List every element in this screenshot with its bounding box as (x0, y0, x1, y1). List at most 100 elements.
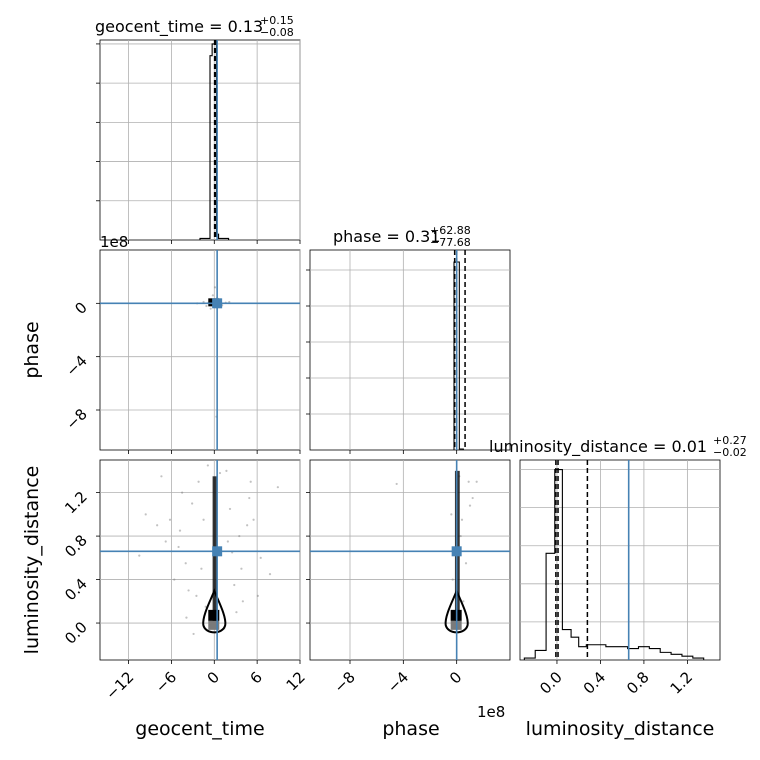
marks (199, 40, 230, 240)
panel-frame (309, 249, 511, 451)
sample-point (211, 294, 214, 297)
sample-point (191, 502, 194, 505)
sample-point (138, 554, 141, 557)
sample-point (268, 573, 272, 576)
tick-label: 0.8 (623, 668, 653, 698)
tick-label: 1.2 (61, 488, 91, 518)
panel-distance-vs-phase (306, 459, 511, 664)
tick-marks (96, 492, 301, 664)
sample-point (200, 567, 203, 570)
tick-label: −8 (330, 668, 358, 696)
x-axis-label-geocent-time: geocent_time (135, 718, 264, 740)
sample-point (241, 600, 244, 603)
gridlines (100, 40, 301, 240)
sample-point (204, 605, 207, 608)
sample-point (156, 524, 159, 527)
sample-point (205, 304, 208, 308)
sample-point (197, 480, 200, 483)
title-luminosity-distance: luminosity_distance = 0.01 (489, 437, 707, 457)
sample-point (187, 589, 190, 592)
sample-point (252, 518, 255, 521)
tick-label: 0.4 (580, 668, 610, 698)
sample-point (256, 594, 259, 597)
sample-point (475, 480, 478, 483)
marks (523, 460, 705, 660)
tick-marks (556, 660, 688, 664)
gridlines (520, 460, 720, 660)
title-luminosity-distance-sup: +0.27 (713, 434, 747, 447)
sample-point (248, 496, 251, 500)
density-peak-lower (208, 620, 220, 630)
title-geocent-time: geocent_time = 0.13 (95, 17, 263, 37)
histogram-step (523, 468, 705, 660)
sample-point (184, 562, 187, 565)
sample-point (209, 307, 212, 310)
sample-point (225, 469, 228, 472)
offset-text-geocent-hist: 1e8 (100, 233, 128, 251)
title-luminosity-distance-sub: −0.02 (713, 446, 747, 459)
gridlines (310, 460, 510, 660)
sample-point (144, 513, 147, 516)
truth-lines (100, 250, 300, 450)
panel-frame (309, 459, 511, 661)
panel-phase-hist (306, 249, 511, 454)
marks (138, 464, 279, 636)
tick-label: 0.0 (536, 668, 566, 698)
sample-point (218, 471, 222, 475)
tick-label: 0 (446, 668, 465, 687)
sample-point (228, 507, 232, 511)
y-tick-labels-phase: 0 −4 −8 (62, 298, 90, 433)
sample-point (246, 524, 249, 527)
panel-distance-vs-geocent-time (96, 459, 301, 664)
y-tick-labels-luminosity-distance: 0.0 0.4 0.8 1.2 (61, 488, 91, 648)
contour-line (202, 588, 227, 634)
x-tick-labels-phase: −8 −4 0 (330, 668, 465, 696)
x-axis-label-luminosity-distance: luminosity_distance (526, 718, 715, 740)
tick-label: −12 (102, 668, 137, 703)
tick-label: 0.0 (61, 618, 91, 648)
panel-geocent-time-hist (96, 39, 301, 244)
gridlines (100, 250, 301, 450)
tick-marks (306, 492, 458, 664)
tick-label: 1.2 (667, 668, 697, 698)
sample-point (233, 583, 236, 587)
gridlines (100, 460, 301, 660)
sample-point (164, 540, 167, 543)
title-geocent-time-sub: −0.08 (260, 26, 294, 39)
gridlines (310, 250, 510, 450)
x-axis-label-phase: phase (382, 718, 439, 740)
sample-point (451, 578, 454, 581)
sample-point (235, 611, 238, 614)
x-tick-labels-luminosity-distance: 0.0 0.4 0.8 1.2 (536, 668, 696, 698)
title-geocent-time-sup: +0.15 (260, 14, 294, 27)
tick-label: −4 (62, 352, 90, 380)
sample-point (195, 594, 198, 597)
panel-distance-hist (519, 459, 721, 664)
truth-lines (310, 460, 510, 660)
x-tick-labels-geocent-time: −12 −6 0 6 12 (102, 668, 309, 703)
sample-point (202, 518, 205, 521)
tick-label: −4 (384, 668, 412, 696)
truth-marker (451, 546, 462, 557)
panel-frame (99, 249, 301, 451)
marks (453, 250, 466, 450)
sample-point (259, 556, 262, 559)
tick-label: 6 (246, 668, 265, 687)
sample-point (238, 534, 241, 538)
sample-point (177, 545, 180, 549)
tick-label: −8 (62, 405, 90, 433)
sample-point (213, 286, 217, 289)
panel-frame (519, 459, 721, 661)
sample-point (160, 475, 163, 478)
sample-point (226, 540, 229, 543)
tick-label: 0 (204, 668, 223, 687)
sample-point (468, 504, 472, 507)
density-peak (208, 609, 220, 621)
tick-label: 0.8 (61, 531, 91, 561)
tick-label: 0 (71, 298, 90, 317)
panel-frame (99, 39, 301, 241)
sample-point (450, 513, 453, 516)
sample-point (178, 529, 182, 532)
sample-point (395, 482, 398, 486)
